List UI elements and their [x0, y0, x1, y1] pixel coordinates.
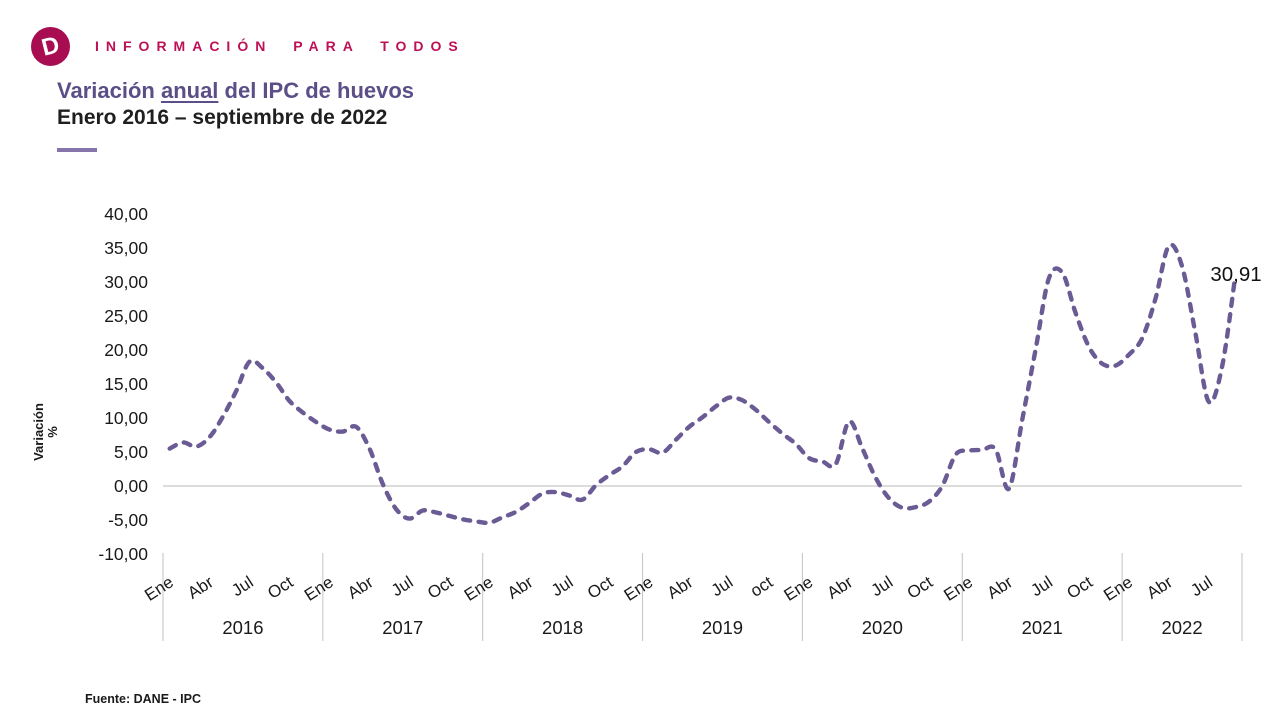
- chart-title: Variación anual del IPC de huevos: [57, 78, 414, 104]
- x-month-label: Ene: [1100, 572, 1136, 604]
- title-accent-dash: [57, 148, 97, 152]
- x-year-label: 2020: [862, 617, 903, 638]
- y-tick-label: -5,00: [108, 510, 148, 530]
- dane-logo: D: [31, 27, 70, 66]
- x-month-label: Abr: [344, 572, 377, 603]
- x-month-label: Abr: [504, 572, 537, 603]
- x-year-label: 2019: [702, 617, 743, 638]
- x-month-label: Ene: [781, 572, 817, 604]
- last-value-label: 30,91: [1210, 263, 1261, 286]
- x-month-label: Abr: [184, 572, 217, 603]
- source-note: Fuente: DANE - IPC: [85, 692, 201, 706]
- y-tick-label: -10,00: [98, 544, 148, 564]
- y-tick-label: 40,00: [104, 204, 148, 224]
- x-month-label: Ene: [461, 572, 497, 604]
- x-month-label: Abr: [984, 572, 1017, 603]
- x-month-label: Abr: [1143, 572, 1176, 603]
- chart-title-suffix: del IPC de huevos: [218, 78, 415, 103]
- x-month-label: Ene: [141, 572, 177, 604]
- x-month-label: Ene: [621, 572, 657, 604]
- y-tick-label: 0,00: [114, 476, 148, 496]
- y-tick-label: 15,00: [104, 374, 148, 394]
- y-tick-label: 30,00: [104, 272, 148, 292]
- x-month-label: Abr: [824, 572, 857, 603]
- y-tick-label: 10,00: [104, 408, 148, 428]
- x-year-label: 2018: [542, 617, 583, 638]
- y-tick-label: 25,00: [104, 306, 148, 326]
- x-month-label: Ene: [301, 572, 337, 604]
- x-month-label: Jul: [388, 572, 417, 600]
- x-month-label: Jul: [1027, 572, 1056, 600]
- x-month-label: oct: [747, 572, 777, 600]
- x-month-label: Jul: [708, 572, 737, 600]
- x-month-label: Jul: [1187, 572, 1216, 600]
- y-tick-label: 35,00: [104, 238, 148, 258]
- x-month-label: Oct: [1063, 572, 1096, 602]
- ipc-series-line: [167, 242, 1238, 526]
- x-year-label: 2022: [1161, 617, 1202, 638]
- brand-slogan: INFORMACIÓN PARA TODOS: [95, 38, 465, 54]
- chart-title-underlined-word: anual: [160, 78, 219, 103]
- y-tick-label: 5,00: [114, 442, 148, 462]
- x-month-label: Jul: [868, 572, 897, 600]
- x-month-label: Jul: [548, 572, 577, 600]
- chart-title-prefix: Variación: [57, 78, 161, 103]
- x-month-label: Oct: [904, 572, 937, 602]
- x-year-label: 2021: [1022, 617, 1063, 638]
- x-month-label: Oct: [424, 572, 457, 602]
- chart-subtitle: Enero 2016 – septiembre de 2022: [57, 106, 388, 129]
- x-year-label: 2017: [382, 617, 423, 638]
- x-month-label: Jul: [228, 572, 257, 600]
- x-year-label: 2016: [222, 617, 263, 638]
- x-month-label: Oct: [584, 572, 617, 602]
- x-month-label: Abr: [664, 572, 697, 603]
- x-month-label: Ene: [940, 572, 976, 604]
- y-tick-label: 20,00: [104, 340, 148, 360]
- x-month-label: Oct: [264, 572, 297, 602]
